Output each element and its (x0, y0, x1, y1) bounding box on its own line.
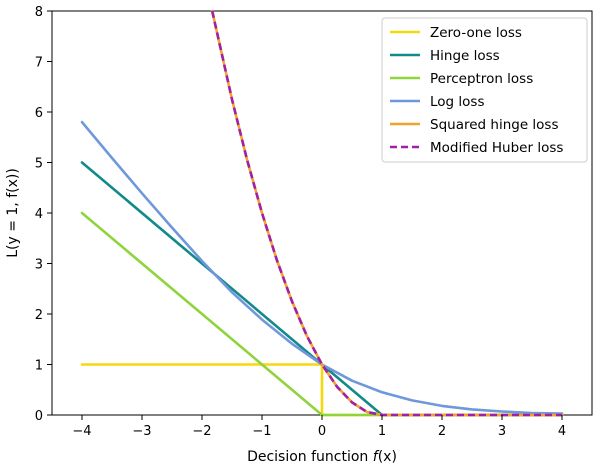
x-axis-label-var: f (373, 449, 380, 465)
y-tick-label: 8 (35, 5, 43, 20)
x-tick-label: 1 (378, 424, 386, 439)
legend-label-0: Zero-one loss (430, 25, 522, 41)
x-axis-label-rest: (x) (378, 449, 397, 465)
x-tick-label: 2 (438, 424, 446, 439)
legend-label-4: Squared hinge loss (430, 117, 559, 133)
legend-label-2: Perceptron loss (430, 71, 533, 87)
y-tick-label: 6 (35, 106, 43, 121)
x-axis-ticks: −4 −3 −2 −1 0 1 2 3 4 (72, 415, 566, 439)
x-tick-label: 3 (498, 424, 506, 439)
y-tick-label: 4 (35, 207, 43, 222)
legend-box (381, 17, 588, 163)
y-tick-label: 0 (35, 409, 43, 424)
x-axis-label: Decision function f(x) (247, 449, 397, 465)
x-tick-label: −1 (252, 424, 271, 439)
x-tick-label: −4 (72, 424, 91, 439)
legend-label-5: Modified Huber loss (430, 140, 563, 156)
y-axis-label: L(y = 1, f(x)) (5, 168, 21, 258)
x-axis-label-text: Decision function (247, 449, 373, 465)
x-tick-label: 0 (318, 424, 326, 439)
y-axis-ticks: 0 1 2 3 4 5 6 7 8 (35, 5, 52, 424)
x-tick-label: 4 (558, 424, 566, 439)
y-tick-label: 3 (35, 258, 43, 273)
y-tick-label: 1 (35, 359, 43, 374)
legend: Zero-one loss Hinge loss Perceptron loss Lo… (381, 17, 588, 163)
y-tick-label: 7 (35, 56, 43, 71)
series-line-4 (210, 9, 564, 417)
legend-label-3: Log loss (430, 94, 484, 110)
series-line-0 (80, 363, 564, 417)
x-tick-label: −3 (132, 424, 151, 439)
x-tick-label: −2 (192, 424, 211, 439)
y-tick-label: 5 (35, 157, 43, 172)
legend-label-1: Hinge loss (430, 48, 500, 64)
legend-items: Zero-one loss Hinge loss Perceptron loss Lo… (390, 25, 563, 156)
y-tick-label: 2 (35, 308, 43, 323)
